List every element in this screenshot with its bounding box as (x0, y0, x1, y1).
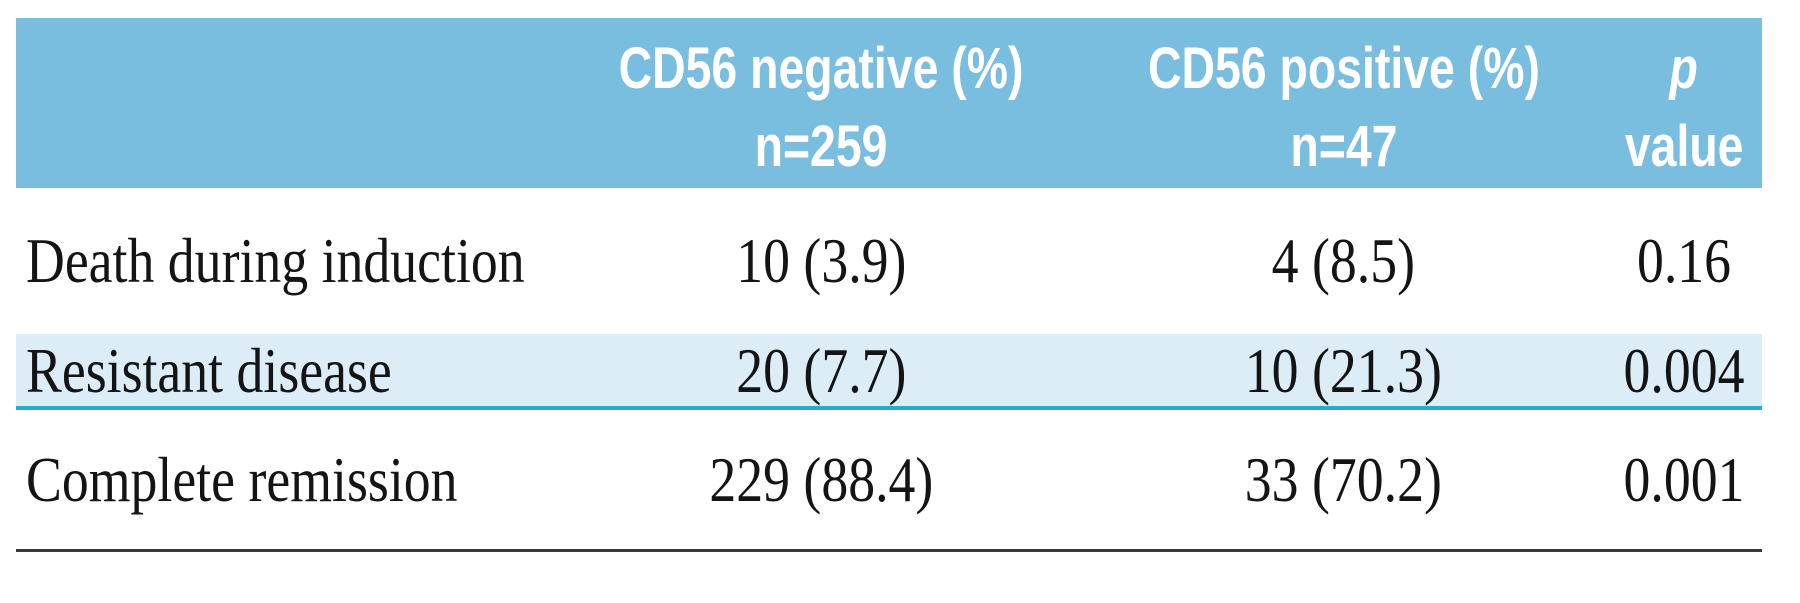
table-row: Death during induction 10 (3.9) 4 (8.5) … (16, 188, 1762, 334)
cell-cd56-positive: 4 (8.5) (1271, 225, 1416, 296)
header-cd56-positive-n: n=47 (1289, 114, 1398, 179)
cell-cd56-negative: 229 (88.4) (709, 443, 933, 515)
row-label: Complete remission (26, 443, 458, 515)
cell-p-value: 0.16 (1636, 225, 1732, 296)
header-cell-empty (16, 18, 561, 188)
table-bottom-rule (16, 549, 1762, 552)
cell-cd56-negative: 20 (7.7) (735, 335, 907, 406)
header-cell-cd56-positive: CD56 positive (%) n=47 (1081, 18, 1606, 188)
outcomes-table: CD56 negative (%) n=259 CD56 positive (%… (16, 18, 1762, 552)
header-cd56-negative-n: n=259 (754, 114, 888, 179)
header-p-symbol: p (1669, 36, 1699, 101)
table-row: Complete remission 229 (88.4) 33 (70.2) … (16, 410, 1762, 549)
header-cell-p-value: p value (1606, 18, 1762, 188)
cell-cd56-negative: 10 (3.9) (735, 225, 907, 296)
cell-cd56-positive: 33 (70.2) (1244, 443, 1443, 515)
table-row-highlighted: Resistant disease 20 (7.7) 10 (21.3) 0.0… (16, 334, 1762, 410)
header-p-value-label: value (1624, 114, 1744, 179)
cell-cd56-positive: 10 (21.3) (1244, 335, 1443, 406)
header-cd56-negative-title: CD56 negative (%) (618, 36, 1024, 101)
row-label: Death during induction (26, 225, 525, 296)
cell-p-value: 0.004 (1623, 335, 1745, 406)
header-cell-cd56-negative: CD56 negative (%) n=259 (561, 18, 1081, 188)
header-cd56-positive-title: CD56 positive (%) (1147, 36, 1540, 101)
row-label: Resistant disease (26, 335, 392, 406)
cell-p-value: 0.001 (1623, 443, 1745, 515)
table-header-row: CD56 negative (%) n=259 CD56 positive (%… (16, 18, 1762, 188)
